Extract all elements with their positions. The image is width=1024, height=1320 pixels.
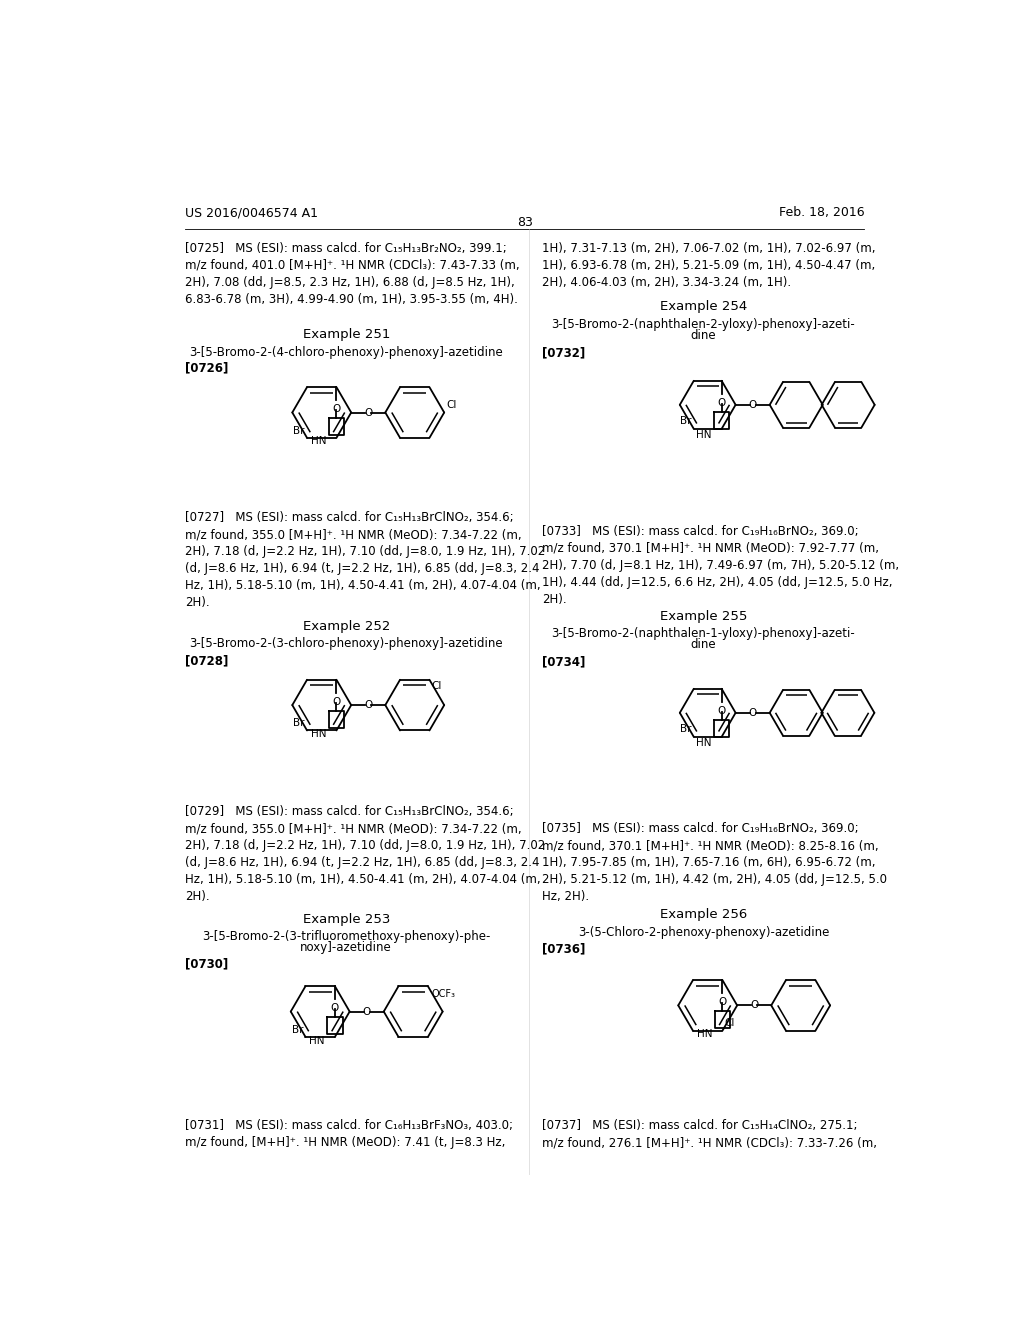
Text: O: O xyxy=(750,1001,759,1010)
Text: [0736]: [0736] xyxy=(543,942,586,956)
Text: Example 253: Example 253 xyxy=(302,913,390,927)
Text: Br: Br xyxy=(293,425,305,436)
Text: OCF₃: OCF₃ xyxy=(432,989,456,999)
Text: Feb. 18, 2016: Feb. 18, 2016 xyxy=(779,206,864,219)
Text: HN: HN xyxy=(309,1035,325,1045)
Text: Example 254: Example 254 xyxy=(659,300,746,313)
Text: O: O xyxy=(365,700,373,710)
Text: Br: Br xyxy=(680,725,691,734)
Text: 83: 83 xyxy=(517,216,532,230)
Text: O: O xyxy=(331,1003,339,1014)
Text: 3-[5-Bromo-2-(3-trifluoromethoxy-phenoxy)-phe-: 3-[5-Bromo-2-(3-trifluoromethoxy-phenoxy… xyxy=(202,929,490,942)
Text: dine: dine xyxy=(690,329,716,342)
Text: Cl: Cl xyxy=(446,400,457,411)
Text: Example 251: Example 251 xyxy=(302,327,390,341)
Text: Br: Br xyxy=(680,417,691,426)
Text: [0730]: [0730] xyxy=(185,958,228,970)
Text: [0735]   MS (ESI): mass calcd. for C₁₉H₁₆BrNO₂, 369.0;
m/z found, 370.1 [M+H]⁺. : [0735] MS (ESI): mass calcd. for C₁₉H₁₆B… xyxy=(543,822,887,903)
Text: O: O xyxy=(362,1007,371,1016)
Text: 3-[5-Bromo-2-(4-chloro-phenoxy)-phenoxy]-azetidine: 3-[5-Bromo-2-(4-chloro-phenoxy)-phenoxy]… xyxy=(189,346,503,359)
Text: [0727]   MS (ESI): mass calcd. for C₁₅H₁₃BrClNO₂, 354.6;
m/z found, 355.0 [M+H]⁺: [0727] MS (ESI): mass calcd. for C₁₅H₁₃B… xyxy=(185,511,546,609)
Text: [0726]: [0726] xyxy=(185,362,228,375)
Text: [0732]: [0732] xyxy=(543,346,586,359)
Text: Example 252: Example 252 xyxy=(302,620,390,634)
Text: HN: HN xyxy=(696,738,712,748)
Text: O: O xyxy=(333,697,341,706)
Text: US 2016/0046574 A1: US 2016/0046574 A1 xyxy=(185,206,318,219)
Text: 3-[5-Bromo-2-(naphthalen-1-yloxy)-phenoxy]-azeti-: 3-[5-Bromo-2-(naphthalen-1-yloxy)-phenox… xyxy=(552,627,855,640)
Text: Br: Br xyxy=(293,718,305,729)
Text: dine: dine xyxy=(690,638,716,651)
Text: O: O xyxy=(749,400,757,409)
Text: 3-[5-Bromo-2-(naphthalen-2-yloxy)-phenoxy]-azeti-: 3-[5-Bromo-2-(naphthalen-2-yloxy)-phenox… xyxy=(552,318,855,331)
Text: [0728]: [0728] xyxy=(185,655,228,668)
Text: O: O xyxy=(718,397,726,408)
Text: Cl: Cl xyxy=(724,1019,734,1028)
Text: HN: HN xyxy=(697,1030,713,1039)
Text: HN: HN xyxy=(311,729,327,739)
Text: O: O xyxy=(365,408,373,417)
Text: Example 256: Example 256 xyxy=(659,908,746,921)
Text: O: O xyxy=(749,708,757,718)
Text: 3-(5-Chloro-2-phenoxy-phenoxy)-azetidine: 3-(5-Chloro-2-phenoxy-phenoxy)-azetidine xyxy=(578,927,829,939)
Text: O: O xyxy=(718,706,726,715)
Text: O: O xyxy=(718,997,727,1007)
Text: HN: HN xyxy=(311,437,327,446)
Text: HN: HN xyxy=(696,430,712,440)
Text: [0737]   MS (ESI): mass calcd. for C₁₅H₁₄ClNO₂, 275.1;
m/z found, 276.1 [M+H]⁺. : [0737] MS (ESI): mass calcd. for C₁₅H₁₄C… xyxy=(543,1119,878,1150)
Text: Br: Br xyxy=(292,1024,303,1035)
Text: 1H), 7.31-7.13 (m, 2H), 7.06-7.02 (m, 1H), 7.02-6.97 (m,
1H), 6.93-6.78 (m, 2H),: 1H), 7.31-7.13 (m, 2H), 7.06-7.02 (m, 1H… xyxy=(543,242,876,289)
Text: noxy]-azetidine: noxy]-azetidine xyxy=(300,941,392,954)
Text: [0731]   MS (ESI): mass calcd. for C₁₆H₁₃BrF₃NO₃, 403.0;
m/z found, [M+H]⁺. ¹H N: [0731] MS (ESI): mass calcd. for C₁₆H₁₃B… xyxy=(185,1119,513,1150)
Text: Cl: Cl xyxy=(432,681,442,692)
Text: [0729]   MS (ESI): mass calcd. for C₁₅H₁₃BrClNO₂, 354.6;
m/z found, 355.0 [M+H]⁺: [0729] MS (ESI): mass calcd. for C₁₅H₁₃B… xyxy=(185,805,546,903)
Text: [0734]: [0734] xyxy=(543,656,586,669)
Text: O: O xyxy=(333,404,341,414)
Text: [0733]   MS (ESI): mass calcd. for C₁₉H₁₆BrNO₂, 369.0;
m/z found, 370.1 [M+H]⁺. : [0733] MS (ESI): mass calcd. for C₁₉H₁₆B… xyxy=(543,525,899,606)
Text: Example 255: Example 255 xyxy=(659,610,748,623)
Text: 3-[5-Bromo-2-(3-chloro-phenoxy)-phenoxy]-azetidine: 3-[5-Bromo-2-(3-chloro-phenoxy)-phenoxy]… xyxy=(189,638,503,651)
Text: [0725]   MS (ESI): mass calcd. for C₁₅H₁₃Br₂NO₂, 399.1;
m/z found, 401.0 [M+H]⁺.: [0725] MS (ESI): mass calcd. for C₁₅H₁₃B… xyxy=(185,242,520,305)
